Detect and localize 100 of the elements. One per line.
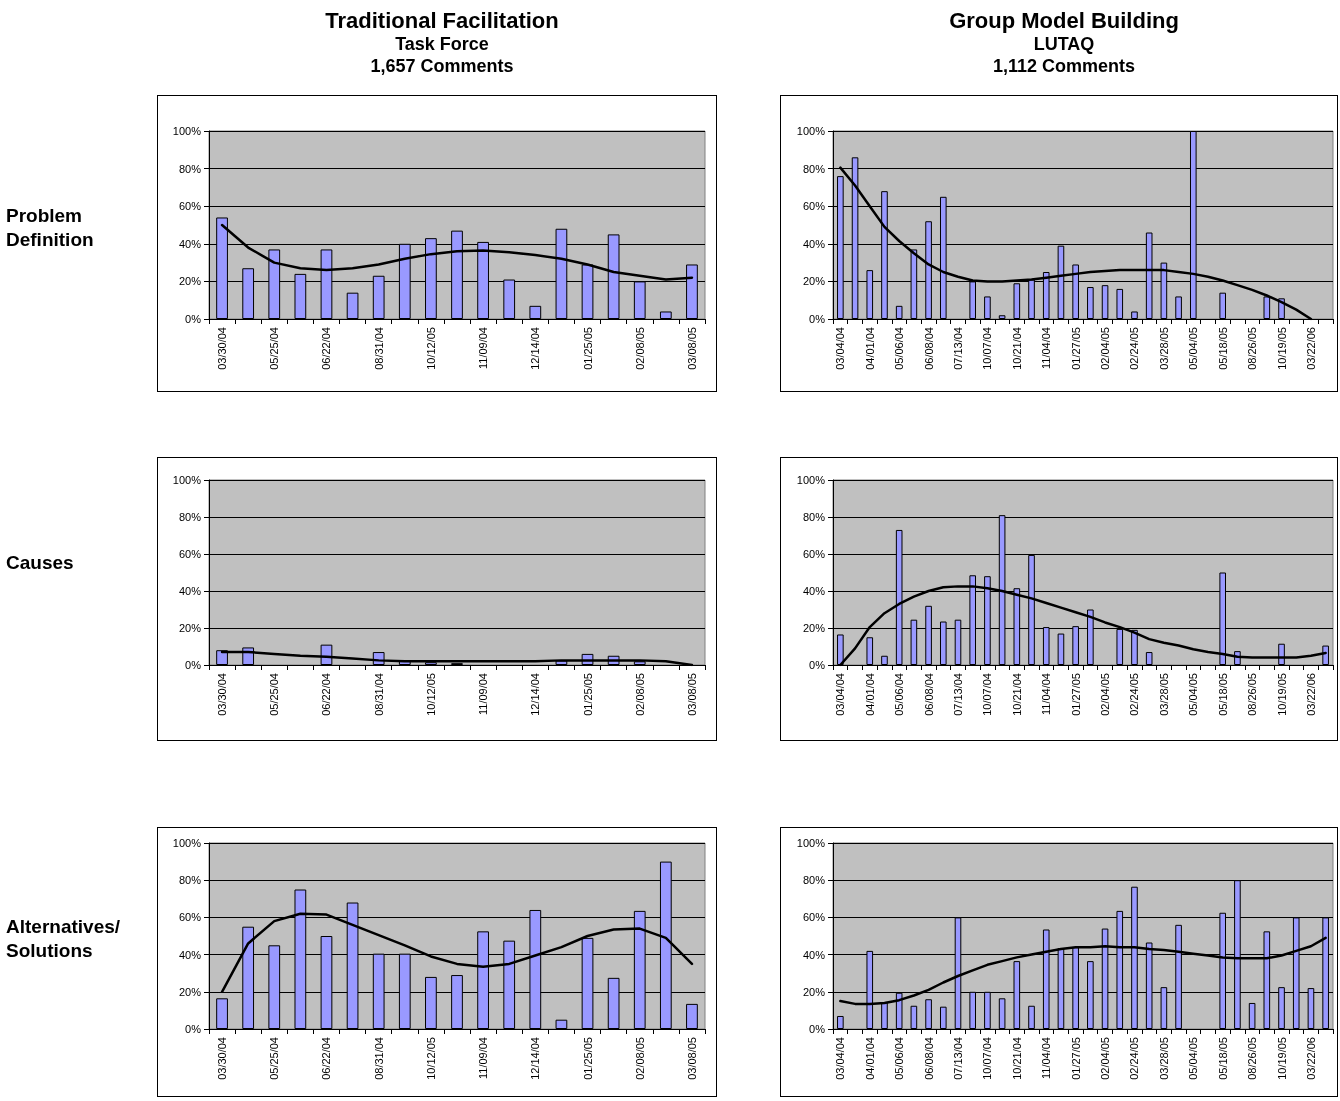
x-tick-label: 03/22/06 [1304,673,1317,716]
x-tick-label: 05/25/04 [268,673,281,716]
x-tick-label: 03/08/05 [685,327,698,370]
x-tick-label: 05/04/05 [1187,673,1200,716]
y-axis-title: Alternatives/ Solutions [6,915,126,961]
x-tick-label: 11/09/04 [477,673,490,716]
x-tick-label: 04/01/04 [863,1037,876,1080]
y-tick-label: 20% [802,985,826,998]
y-tick-label: 80% [802,162,826,175]
x-tick-label: 11/09/04 [477,327,490,370]
y-tick-label: 80% [178,162,202,175]
x-tick-label: 03/28/05 [1157,1037,1170,1080]
y-tick-label: 0% [809,313,826,325]
y-tick-label: 100% [172,837,202,849]
y-tick-label: 100% [796,125,826,137]
x-tick-label: 08/26/05 [1246,1037,1259,1080]
x-tick-label: 03/30/04 [216,1037,229,1080]
x-tick-label: 02/24/05 [1128,673,1141,716]
y-tick-label: 20% [178,275,202,288]
y-tick-label: 0% [809,659,826,671]
x-tick-label: 08/26/05 [1246,327,1259,370]
x-tick-label: 07/13/04 [952,673,964,716]
y-tick-label: 20% [178,622,202,634]
x-tick-label: 10/12/05 [424,1037,437,1080]
x-tick-label: 08/31/04 [372,327,385,370]
chart-subtitle: Task Force 1,657 Comments [370,34,514,76]
x-tick-label: 03/28/05 [1157,673,1170,716]
y-tick-label: 40% [802,585,826,597]
x-tick-label: 03/04/04 [834,1037,847,1080]
x-tick-label: 06/08/04 [922,673,935,716]
x-tick-label: 12/14/04 [529,327,542,370]
x-tick-label: 03/30/04 [216,673,229,716]
y-tick-label: 40% [178,948,202,961]
x-tick-label: 03/08/05 [685,673,698,716]
x-tick-label: 02/04/05 [1099,1037,1112,1080]
y-tick-label: 80% [802,874,826,887]
x-tick-label: 05/18/05 [1216,1037,1229,1080]
y-tick-label: 20% [802,275,826,288]
chart-title: Traditional Facilitation [325,7,559,33]
y-axis-title: Problem Definition [6,204,94,250]
y-tick-label: 0% [185,1023,202,1035]
y-axis-title: Causes [6,552,74,573]
x-tick-label: 04/01/04 [863,327,876,370]
x-tick-label: 10/12/05 [424,327,437,370]
x-tick-label: 10/07/04 [981,1037,994,1080]
y-tick-label: 100% [172,125,202,137]
y-tick-label: 60% [802,911,826,924]
x-tick-label: 03/30/04 [216,327,229,370]
x-tick-label: 04/01/04 [863,673,876,716]
y-tick-label: 100% [796,474,826,486]
x-tick-label: 01/25/05 [581,327,594,370]
y-tick-label: 0% [185,659,202,671]
x-tick-label: 01/27/05 [1069,1037,1082,1080]
x-tick-label: 06/08/04 [922,1037,935,1080]
x-tick-label: 01/25/05 [581,673,594,716]
y-tick-label: 40% [802,237,826,250]
x-tick-label: 06/22/04 [320,327,333,370]
x-tick-label: 10/21/04 [1010,1037,1023,1080]
x-tick-label: 02/08/05 [633,1037,646,1080]
x-tick-label: 10/19/05 [1275,1037,1288,1080]
y-tick-label: 60% [802,548,826,560]
x-tick-label: 03/22/06 [1304,327,1317,370]
y-tick-label: 0% [809,1023,826,1035]
y-tick-label: 40% [178,237,202,250]
x-tick-label: 02/08/05 [633,327,646,370]
x-tick-label: 12/14/04 [529,673,542,716]
x-tick-label: 08/31/04 [372,673,385,716]
x-tick-label: 02/24/05 [1128,1037,1141,1080]
x-tick-label: 03/08/05 [685,1037,698,1080]
x-tick-label: 03/04/04 [834,327,847,370]
y-tick-label: 100% [172,474,202,486]
x-tick-label: 06/22/04 [320,1037,333,1080]
x-tick-label: 02/04/05 [1099,673,1112,716]
y-tick-label: 80% [178,511,202,523]
x-tick-label: 05/06/04 [893,327,906,370]
x-tick-label: 08/31/04 [372,1037,385,1080]
x-tick-label: 10/19/05 [1275,673,1288,716]
y-tick-label: 20% [802,622,826,634]
x-tick-label: 05/04/05 [1187,327,1200,370]
chart-subtitle: LUTAQ 1,112 Comments [992,34,1136,76]
y-tick-label: 80% [178,874,202,887]
y-tick-label: 60% [178,200,202,213]
y-tick-label: 100% [796,837,826,849]
x-tick-label: 11/09/04 [477,1037,490,1080]
y-tick-label: 60% [178,548,202,560]
x-tick-label: 10/21/04 [1010,327,1023,370]
y-tick-label: 60% [178,911,202,924]
y-tick-label: 80% [802,511,826,523]
x-tick-label: 06/08/04 [922,327,935,370]
x-tick-label: 05/06/04 [893,1037,906,1080]
x-tick-label: 01/25/05 [581,1037,594,1080]
x-tick-label: 06/22/04 [320,673,333,716]
x-tick-label: 08/26/05 [1246,673,1259,716]
x-tick-label: 03/28/05 [1157,327,1170,370]
x-tick-label: 05/25/04 [268,1037,281,1080]
x-tick-label: 03/04/04 [834,673,847,716]
y-tick-label: 20% [178,985,202,998]
x-tick-label: 11/04/04 [1040,327,1053,370]
x-tick-label: 05/18/05 [1216,673,1229,716]
x-tick-label: 10/07/04 [981,327,994,370]
